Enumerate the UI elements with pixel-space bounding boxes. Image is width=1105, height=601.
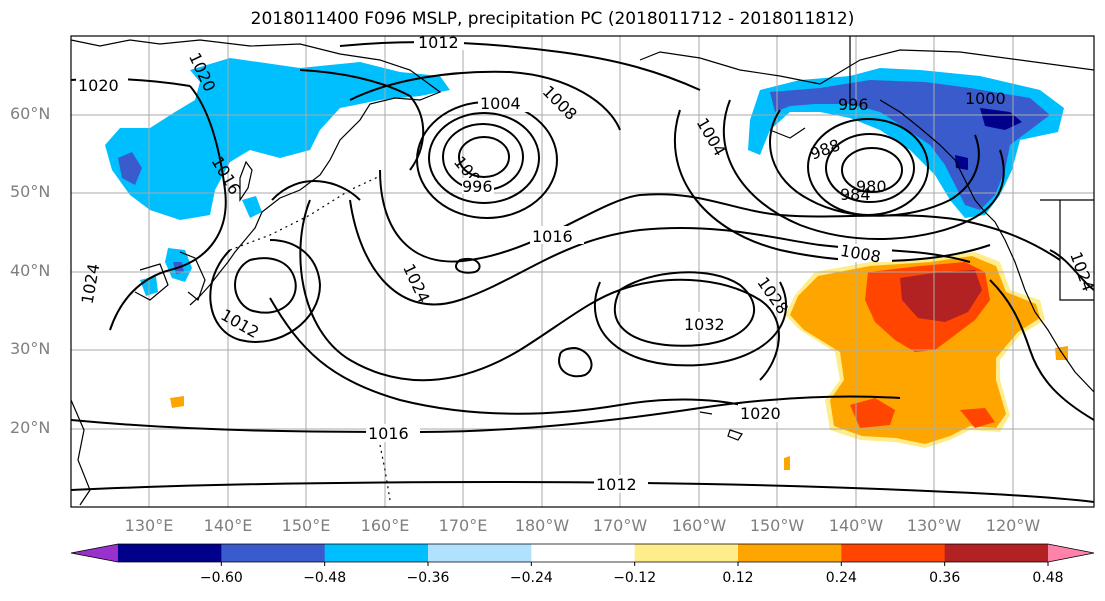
lon-label-180w: 180°W — [514, 516, 570, 535]
isobar-label-1020-nw: 1020 — [78, 76, 119, 95]
colorbar-swatch — [944, 544, 1049, 562]
colorbar-swatch — [324, 544, 429, 562]
colorbar-tick-label: 0.48 — [1032, 570, 1063, 586]
isobar-label-984: 984 — [840, 185, 871, 204]
precip-positive-pacific-darkred — [900, 270, 982, 322]
isobar-label-1032: 1032 — [684, 315, 725, 334]
coastlines — [71, 36, 1094, 506]
lon-label-150e: 150°E — [281, 516, 331, 535]
colorbar-swatch — [531, 544, 636, 562]
dateline-south — [379, 444, 391, 501]
isobar-label-1000-east: 1000 — [965, 89, 1006, 108]
lat-label-60n: 60°N — [10, 104, 51, 123]
lon-label-160e: 160°E — [360, 516, 410, 535]
precip-positive-spot1 — [170, 396, 184, 408]
lon-label-130e: 130°E — [124, 516, 174, 535]
lat-label-30n: 30°N — [10, 339, 51, 358]
lon-label-120w: 120°W — [985, 516, 1041, 535]
lon-label-130w: 130°W — [906, 516, 962, 535]
precip-negative-alaska-dark — [980, 108, 1022, 130]
isobar-label-1016-south: 1016 — [368, 424, 409, 443]
colorbar-swatch — [634, 544, 739, 562]
colorbar-tick-label: −0.24 — [510, 570, 553, 586]
colorbar-extend-low — [71, 544, 118, 562]
lat-label-40n: 40°N — [10, 261, 51, 280]
colorbar-swatch — [428, 544, 532, 562]
precip-negative-siberia-dark — [118, 152, 142, 185]
colorbar-swatch — [738, 544, 842, 562]
lon-label-170e: 170°E — [438, 516, 488, 535]
colorbar-tick-label: 0.36 — [929, 570, 960, 586]
colorbar-swatch — [841, 544, 946, 562]
isobar-label-1012-top: 1012 — [418, 33, 459, 52]
precip-positive-pacific-red2 — [850, 398, 895, 428]
precip-positive-pacific-red3 — [960, 408, 995, 428]
colorbar-extend-high — [1048, 544, 1094, 562]
lon-label-140e: 140°E — [203, 516, 253, 535]
isobar-label-996-east: 996 — [838, 95, 869, 114]
map-frame — [70, 35, 1095, 508]
isobar-label-1012-south: 1012 — [596, 475, 637, 494]
colorbar-tick-label: −0.48 — [303, 570, 346, 586]
colorbar-tick-label: −0.12 — [613, 570, 656, 586]
lat-label-50n: 50°N — [10, 182, 51, 201]
lon-label-170w: 170°W — [592, 516, 648, 535]
colorbar-swatch — [118, 544, 222, 562]
precip-negative-siberia — [105, 58, 450, 220]
colorbar-tick-label: 0.24 — [826, 570, 857, 586]
isobar-label-1016-center: 1016 — [532, 227, 573, 246]
isobar-label-996: 996 — [462, 177, 493, 196]
colorbar-tick-label: 0.12 — [722, 570, 753, 586]
colorbar-outline — [70, 543, 1095, 563]
precip-positive-spot2 — [784, 456, 790, 470]
colorbar-tick-label: −0.60 — [200, 570, 243, 586]
lon-label-150w: 150°W — [749, 516, 805, 535]
colorbar-tick-label: −0.36 — [407, 570, 450, 586]
isobar-label-980: 980 — [856, 177, 887, 196]
colorbar: −0.60 −0.48 −0.36 −0.24 −0.12 0.12 0.24 0.36 0.4… — [70, 543, 1095, 586]
dateline — [229, 175, 381, 251]
lon-label-160w: 160°W — [671, 516, 727, 535]
precip-negative-kamchatka — [242, 196, 262, 218]
lat-label-20n: 20°N — [10, 418, 51, 437]
precip-negative-alaska-mid — [770, 80, 1050, 210]
map-title: 2018011400 F096 MSLP, precipitation PC (… — [250, 9, 855, 29]
lon-label-140w: 140°W — [828, 516, 884, 535]
isobar-label-1020-south: 1020 — [740, 404, 781, 423]
isobar-label-1004: 1004 — [480, 94, 521, 113]
colorbar-swatch — [221, 544, 326, 562]
